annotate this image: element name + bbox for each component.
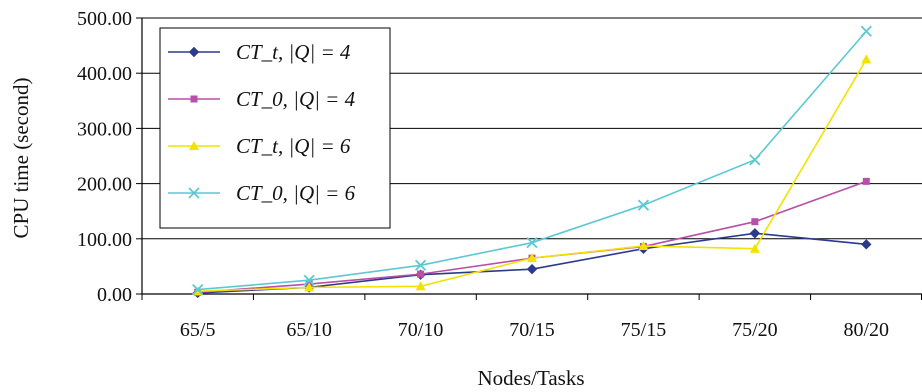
data-point (189, 141, 199, 150)
data-point (526, 263, 538, 275)
data-point (415, 281, 426, 291)
series (192, 54, 872, 296)
y-axis-title: CPU time (second) (9, 78, 33, 239)
data-point (190, 95, 198, 103)
x-tick-label: 75/15 (621, 319, 667, 341)
data-point (526, 237, 538, 249)
data-point (861, 54, 872, 64)
legend-label: CT_0, |Q| = 4 (236, 87, 356, 111)
y-tick-label: 100.00 (77, 229, 132, 251)
series (192, 25, 872, 296)
x-tick-label: 80/20 (844, 319, 890, 341)
data-point (417, 270, 425, 278)
legend-label: CT_0, |Q| = 6 (236, 181, 356, 205)
y-tick-label: 500.00 (77, 8, 132, 30)
y-tick-label: 0.00 (97, 284, 132, 306)
x-axis-title: Nodes/Tasks (477, 366, 584, 390)
data-point (638, 240, 649, 250)
x-tick-label: 65/5 (180, 319, 216, 341)
data-point (749, 243, 760, 253)
legend: CT_t, |Q| = 4 CT_0, |Q| = 4 CT_t, |Q| = 6 C… (159, 27, 391, 229)
x-tick-label: 70/15 (509, 319, 555, 341)
data-point (749, 154, 761, 166)
x-tick-label: 65/10 (286, 319, 332, 341)
data-point (304, 282, 315, 292)
y-tick-label: 200.00 (77, 174, 132, 196)
data-point (527, 253, 537, 263)
y-tick-labels: 0.00 100.00 200.00 300.00 400.00 500.00 (77, 8, 132, 306)
legend-entry: CT_t, |Q| = 6 (168, 134, 351, 158)
y-tick-label: 400.00 (77, 63, 132, 85)
legend-label: CT_t, |Q| = 4 (236, 40, 351, 64)
x-tick-label: 75/20 (732, 319, 778, 341)
data-point (192, 283, 204, 296)
data-point (751, 218, 759, 226)
data-point (188, 187, 200, 199)
data-point (861, 239, 872, 250)
legend-entry: CT_0, |Q| = 4 (168, 87, 356, 111)
legend-box (159, 27, 391, 229)
y-tick-label: 300.00 (77, 118, 132, 140)
data-point (860, 25, 872, 37)
legend-entry: CT_t, |Q| = 4 (168, 40, 351, 64)
data-point (303, 274, 315, 286)
data-point (862, 177, 870, 185)
data-point (414, 259, 427, 271)
data-point (749, 228, 761, 239)
data-point (188, 46, 200, 58)
x-tick-labels: 65/5 65/10 70/10 70/15 75/15 75/20 80/20 (180, 319, 889, 341)
data-point (637, 199, 650, 211)
series-lines (192, 25, 872, 299)
legend-entry: CT_0, |Q| = 6 (168, 181, 356, 205)
x-tick-label: 70/10 (398, 319, 444, 341)
legend-label: CT_t, |Q| = 6 (236, 134, 351, 158)
